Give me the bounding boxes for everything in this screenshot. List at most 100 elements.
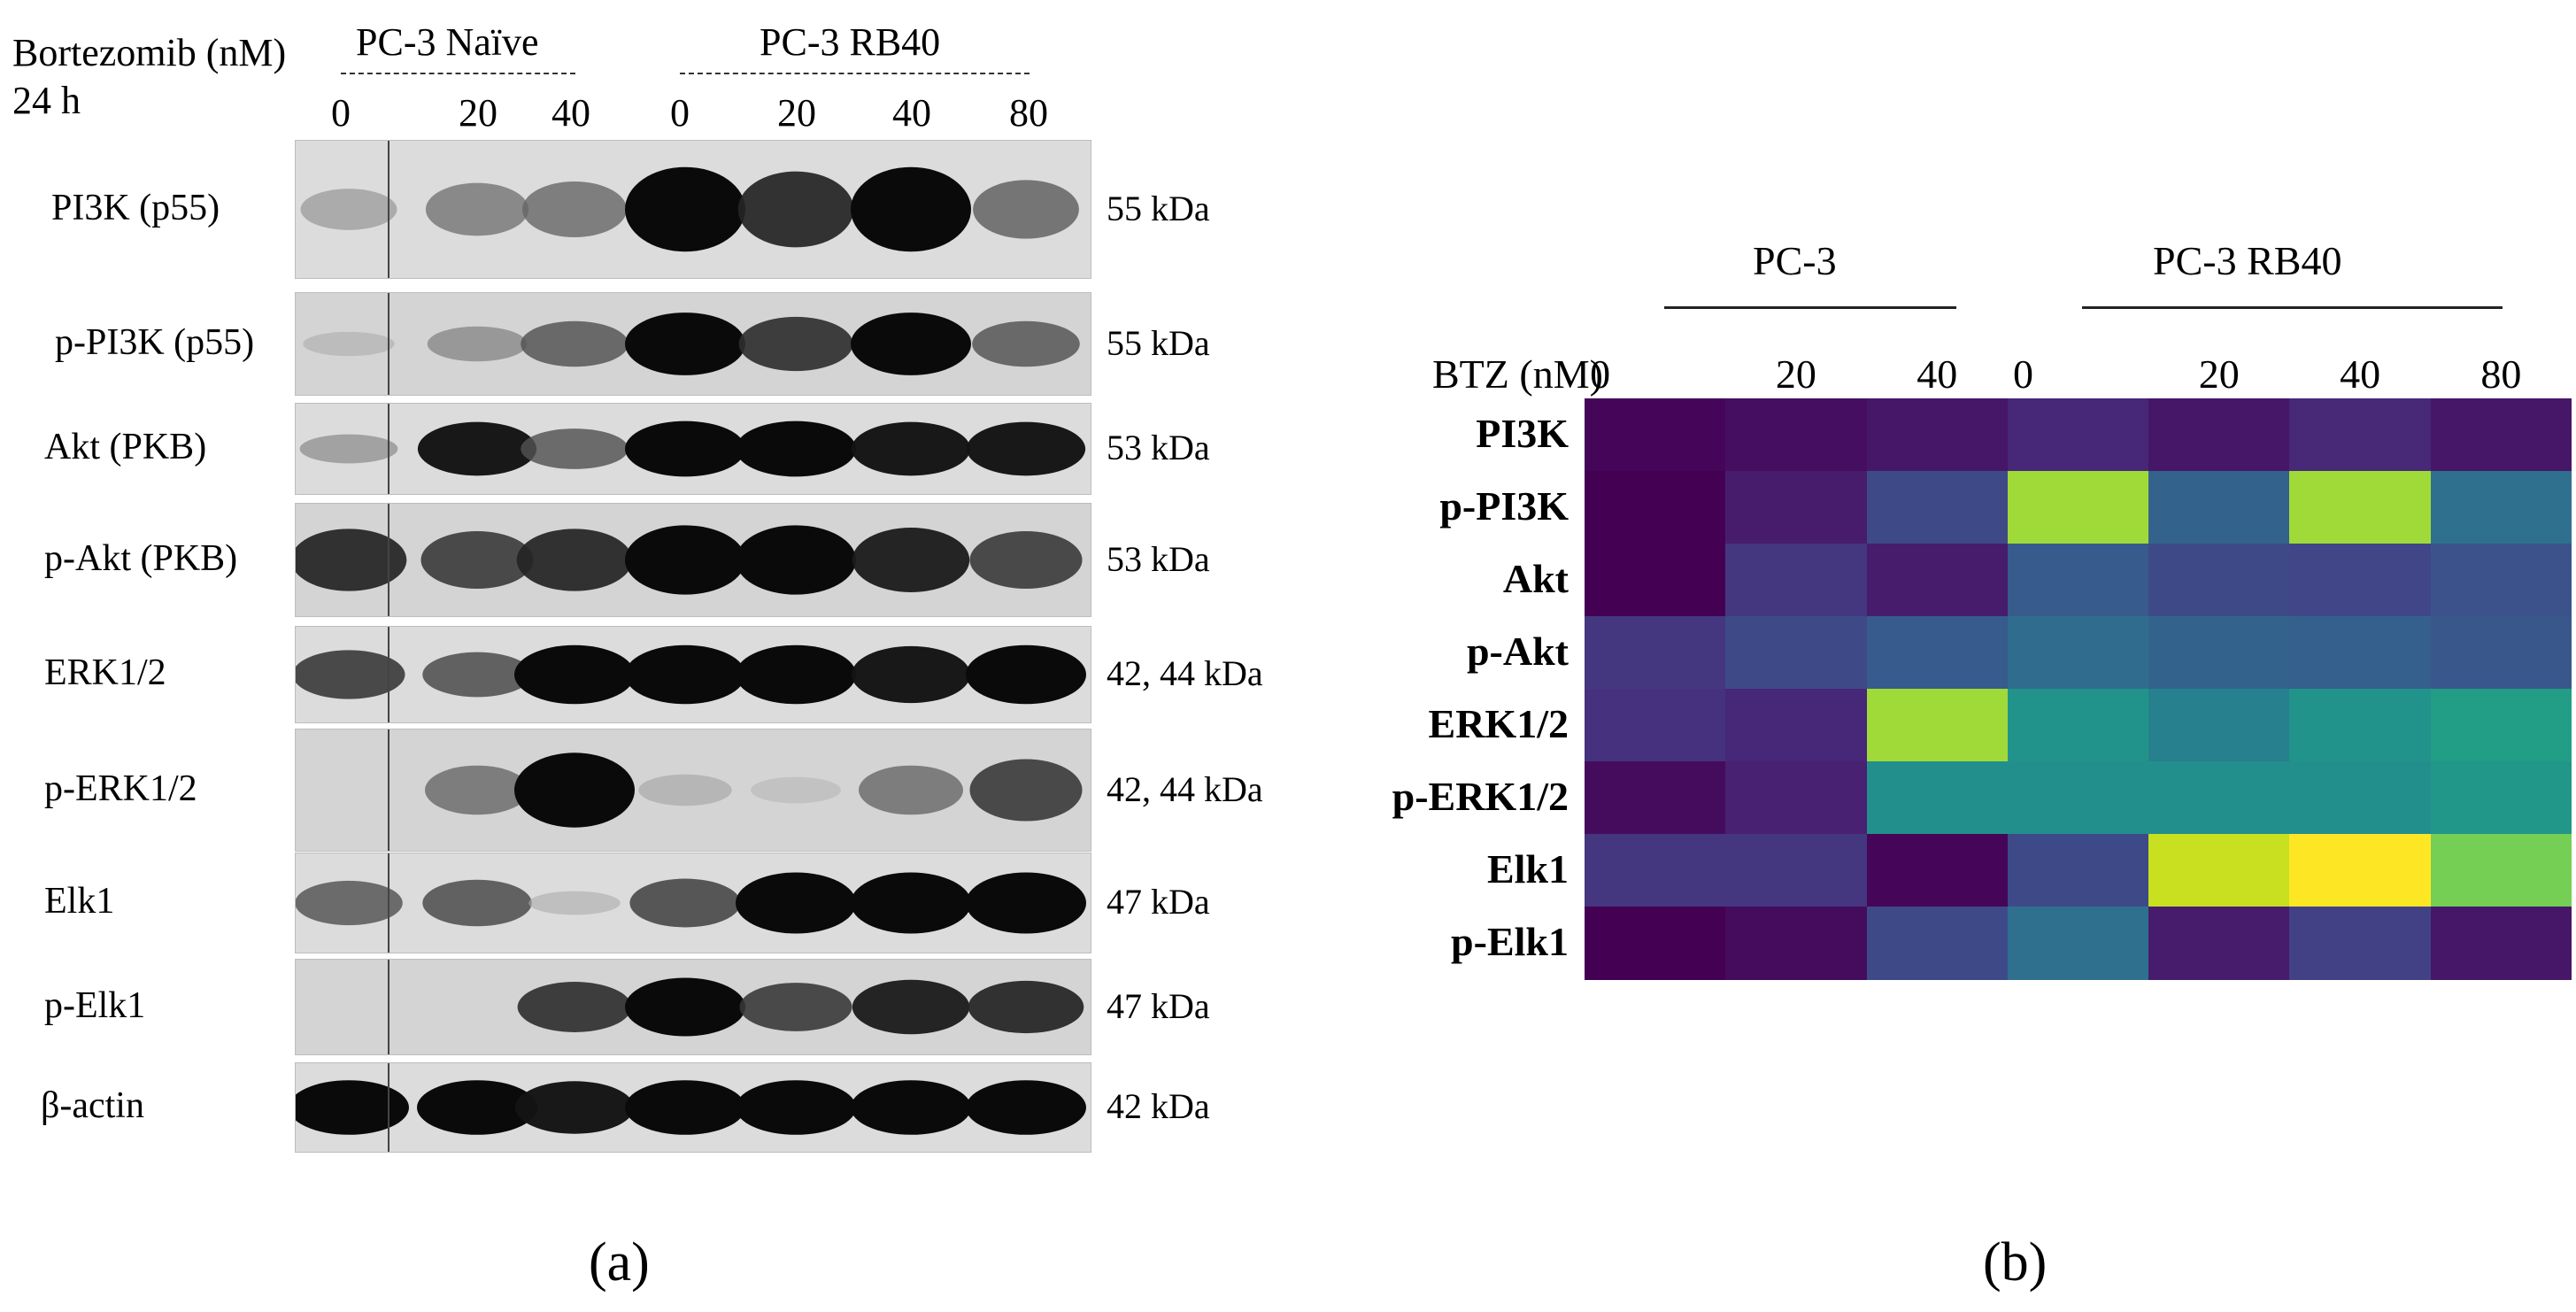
blot-band — [296, 529, 407, 591]
kda-label: 53 kDa — [1107, 428, 1210, 467]
blot-strip — [295, 292, 1091, 396]
blot-image — [296, 960, 1091, 1054]
blot-band — [966, 644, 1086, 705]
blot-band — [973, 180, 1079, 239]
blot-band — [972, 320, 1080, 367]
heatmap-y-tick-label: Akt — [1502, 556, 1569, 601]
lane-divider — [388, 729, 389, 851]
heatmap-cell — [2430, 544, 2572, 617]
heatmap-cell — [2148, 761, 2290, 835]
heatmap-cell — [2430, 689, 2572, 762]
heatmap-cell — [1866, 471, 2009, 544]
blot-band — [629, 878, 741, 928]
heatmap-cell — [2148, 689, 2290, 762]
blot-band — [859, 765, 963, 815]
blot-band — [422, 879, 532, 927]
lane-divider — [388, 141, 389, 278]
kda-label: 42 kDa — [1107, 1086, 1210, 1126]
heatmap-cell — [1725, 907, 1868, 980]
blot-band — [521, 428, 629, 469]
blot-band — [427, 326, 528, 362]
lane-divider — [388, 404, 389, 494]
heatmap-cell — [1585, 834, 1726, 907]
blot-band — [422, 652, 532, 698]
blot-band — [968, 980, 1084, 1034]
heatmap-cell — [2148, 471, 2290, 544]
blot-strip — [295, 403, 1091, 495]
blot-band — [625, 977, 745, 1037]
heatmap-x-tick-label: 20 — [1775, 351, 1816, 397]
blot-band — [851, 313, 971, 375]
heatmap-cell — [2289, 398, 2432, 472]
blot-band — [514, 644, 635, 705]
blot-band — [300, 189, 397, 230]
blot-band — [736, 872, 856, 934]
heatmap-cell — [2430, 907, 2572, 980]
kda-label: 42, 44 kDa — [1107, 653, 1263, 693]
protein-label: p-Akt (PKB) — [44, 537, 238, 579]
kda-label: 47 kDa — [1107, 882, 1210, 922]
heatmap-cell — [1725, 761, 1868, 835]
blot-band — [299, 434, 398, 464]
lane-label: 20 — [459, 91, 497, 135]
blot-band — [969, 531, 1083, 589]
blot-image — [296, 404, 1091, 494]
blot-image — [296, 141, 1091, 278]
heatmap-cell — [1585, 616, 1726, 690]
lane-label: 0 — [331, 91, 351, 135]
heatmap-cell — [1585, 471, 1726, 544]
heatmap-cell — [1866, 834, 2009, 907]
blot-band — [736, 1080, 856, 1135]
protein-label: Elk1 — [44, 881, 115, 922]
blot-strip — [295, 729, 1091, 852]
heatmap-grid — [1585, 398, 2572, 980]
heatmap-cell — [1866, 398, 2009, 472]
blot-band — [625, 313, 745, 375]
heatmap-x-tick-label: 40 — [1917, 351, 1958, 397]
heatmap-y-tick-label: p-PI3K — [1439, 483, 1569, 529]
protein-label: ERK1/2 — [44, 652, 166, 693]
heatmap-y-tick-label: p-Elk1 — [1451, 919, 1569, 964]
blot-strip — [295, 140, 1091, 279]
heatmap-cell — [2007, 834, 2149, 907]
blot-band — [528, 891, 621, 915]
blot-band — [425, 765, 529, 815]
heatmap-cell — [2007, 398, 2149, 472]
heatmap-cell — [1725, 471, 1868, 544]
blot-band — [296, 650, 405, 699]
blot-band — [514, 1081, 635, 1134]
heatmap-cell — [1725, 398, 1868, 472]
blot-image — [296, 1063, 1091, 1152]
heatmap-cell — [2007, 471, 2149, 544]
kda-label: 55 kDa — [1107, 188, 1210, 228]
heatmap-x-tick-label: 0 — [1590, 351, 1611, 397]
heatmap-cell — [2289, 544, 2432, 617]
heatmap-cell — [2289, 471, 2432, 544]
blot-band — [303, 331, 395, 357]
heatmap-x-tick-label: 0 — [2013, 351, 2033, 397]
blot-band — [851, 166, 971, 252]
blot-band — [966, 872, 1086, 934]
heatmap-cell — [1725, 689, 1868, 762]
protein-label: p-PI3K (p55) — [55, 321, 255, 363]
heatmap-cell — [2430, 398, 2572, 472]
blot-band — [966, 1080, 1086, 1135]
blot-band — [514, 752, 635, 828]
blot-strip — [295, 959, 1091, 1055]
blot-image — [296, 853, 1091, 953]
blot-band — [969, 759, 1083, 822]
heatmap-cell — [2007, 544, 2149, 617]
blot-band — [517, 982, 632, 1032]
heatmap-y-tick-label: ERK1/2 — [1428, 701, 1569, 746]
heatmap-cell — [1866, 761, 2009, 835]
blot-band — [736, 525, 856, 595]
heatmap-cell — [1866, 689, 2009, 762]
heatmap-cell — [1866, 544, 2009, 617]
heatmap-cell — [1585, 689, 1726, 762]
heatmap-cell — [2148, 544, 2290, 617]
protein-label: β-actin — [41, 1085, 144, 1126]
blot-strip — [295, 1062, 1091, 1153]
heatmap-x-tick-label: 80 — [2480, 351, 2522, 397]
blot-band — [420, 531, 534, 589]
blot-band — [625, 421, 745, 477]
